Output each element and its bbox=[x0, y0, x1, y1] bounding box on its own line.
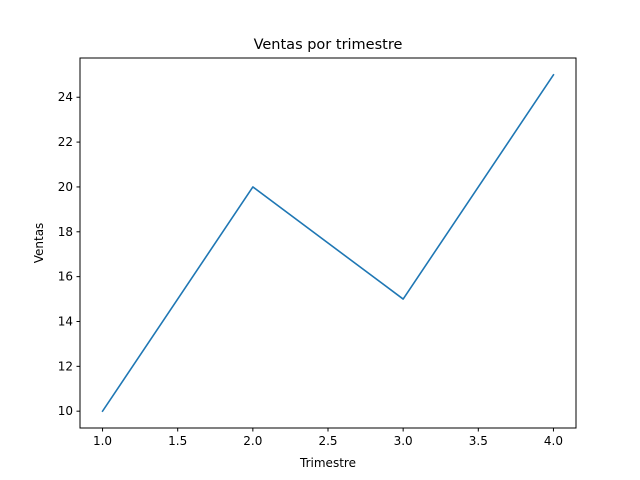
y-tick-label: 12 bbox=[58, 359, 73, 373]
chart-title: Ventas por trimestre bbox=[254, 37, 403, 53]
y-tick-label: 10 bbox=[58, 404, 73, 418]
x-tick-label: 2.0 bbox=[243, 434, 262, 448]
x-tick-label: 1.0 bbox=[93, 434, 112, 448]
y-tick-label: 16 bbox=[58, 270, 73, 284]
series-group bbox=[101, 73, 555, 413]
y-tick-label: 22 bbox=[58, 135, 73, 149]
y-axis: 10 12 14 16 18 20 22 24 bbox=[58, 90, 80, 418]
x-tick-label: 3.0 bbox=[394, 434, 413, 448]
x-tick-label: 4.0 bbox=[544, 434, 563, 448]
x-axis-label: Trimestre bbox=[299, 456, 356, 470]
x-tick-label: 2.5 bbox=[318, 434, 337, 448]
x-axis: 1.0 1.5 2.0 2.5 3.0 3.5 4.0 bbox=[93, 428, 563, 448]
series-line bbox=[101, 73, 555, 413]
y-axis-label: Ventas bbox=[32, 223, 46, 264]
x-tick-label: 1.5 bbox=[168, 434, 187, 448]
x-tick-label: 3.5 bbox=[469, 434, 488, 448]
y-tick-label: 24 bbox=[58, 90, 73, 104]
y-tick-label: 14 bbox=[58, 314, 73, 328]
y-tick-label: 20 bbox=[58, 180, 73, 194]
y-tick-label: 18 bbox=[58, 225, 73, 239]
